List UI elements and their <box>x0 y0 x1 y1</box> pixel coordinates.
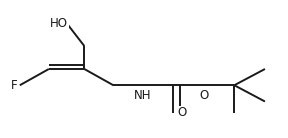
Text: O: O <box>177 107 186 120</box>
Text: F: F <box>11 79 17 92</box>
Text: O: O <box>199 89 208 102</box>
Text: HO: HO <box>50 17 68 30</box>
Text: NH: NH <box>134 89 151 102</box>
